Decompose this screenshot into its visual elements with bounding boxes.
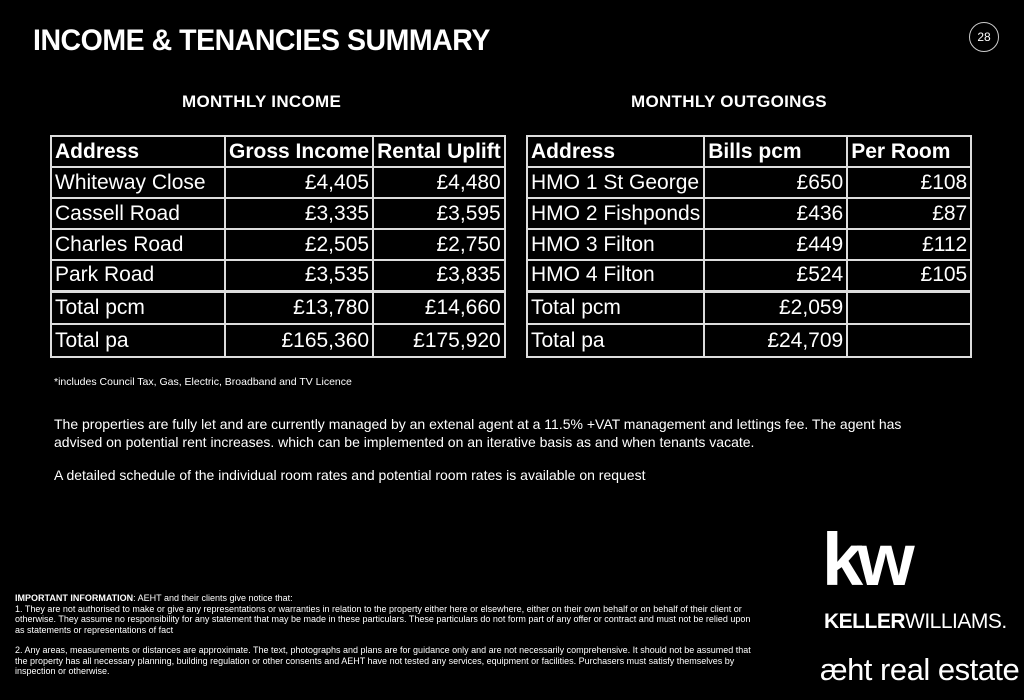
table-cell: £3,335 xyxy=(223,197,375,230)
column-header: Per Room xyxy=(846,135,973,168)
table-cell: £108 xyxy=(846,166,973,199)
table-cell: £3,835 xyxy=(372,259,506,292)
total-cell: Total pcm xyxy=(50,289,226,325)
table-cell: £4,405 xyxy=(223,166,375,199)
total-cell: £14,660 xyxy=(372,289,506,325)
page-title: INCOME & TENANCIES SUMMARY xyxy=(33,24,490,57)
total-cell: £24,709 xyxy=(703,323,849,358)
table-cell: HMO 4 Filton xyxy=(525,259,706,292)
table-header-row: Address Bills pcm Per Room xyxy=(525,135,973,168)
table-cell: HMO 2 Fishponds xyxy=(525,197,706,230)
column-header: Rental Uplift xyxy=(372,135,506,168)
table-row: HMO 2 Fishponds £436 £87 xyxy=(525,197,973,230)
kw-logo: kw xyxy=(822,518,915,601)
monthly-income-heading: MONTHLY INCOME xyxy=(182,92,342,111)
column-header: Address xyxy=(525,135,706,168)
outgoings-table: Address Bills pcm Per Room HMO 1 St George £… xyxy=(525,135,973,358)
column-header: Gross Income xyxy=(223,135,375,168)
table-cell: £2,505 xyxy=(223,228,375,261)
total-row: Total pcm £13,780 £14,660 xyxy=(50,289,506,325)
table-cell: HMO 1 St George xyxy=(525,166,706,199)
logo-williams: WILLIAMS. xyxy=(905,610,1007,633)
legal-point-2: 2. Any areas, measurements or distances … xyxy=(15,645,751,676)
table-header-row: Address Gross Income Rental Uplift xyxy=(50,135,506,168)
total-row: Total pa £24,709 xyxy=(525,323,973,358)
total-cell: £165,360 xyxy=(223,323,375,358)
monthly-outgoings-heading: MONTHLY OUTGOINGS xyxy=(631,92,827,111)
column-header: Address xyxy=(50,135,226,168)
total-cell: £2,059 xyxy=(703,289,849,325)
legal-heading: IMPORTANT INFORMATION xyxy=(15,593,134,603)
table-cell: Charles Road xyxy=(50,228,226,261)
table-cell: £449 xyxy=(703,228,849,261)
table-cell: Cassell Road xyxy=(50,197,226,230)
description-paragraph: The properties are fully let and are cur… xyxy=(54,416,902,450)
column-header: Bills pcm xyxy=(703,135,849,168)
table-cell: £87 xyxy=(846,197,973,230)
total-cell: Total pcm xyxy=(525,289,706,325)
total-cell: £13,780 xyxy=(223,289,375,325)
table-row: HMO 3 Filton £449 £112 xyxy=(525,228,973,261)
legal-intro: : AEHT and their clients give notice tha… xyxy=(133,593,293,603)
total-cell: Total pa xyxy=(525,323,706,358)
table-cell: £524 xyxy=(703,259,849,292)
table-cell: £105 xyxy=(846,259,973,292)
total-cell: £175,920 xyxy=(372,323,506,358)
table-row: HMO 1 St George £650 £108 xyxy=(525,166,973,199)
table-cell: £650 xyxy=(703,166,849,199)
table-cell: £436 xyxy=(703,197,849,230)
table-row: HMO 4 Filton £524 £105 xyxy=(525,259,973,292)
logo-keller: KELLER xyxy=(824,610,906,633)
table-cell: Park Road xyxy=(50,259,226,292)
page-number: 28 xyxy=(969,22,999,52)
table-cell: £3,595 xyxy=(372,197,506,230)
request-paragraph: A detailed schedule of the individual ro… xyxy=(54,467,646,483)
table-cell: £3,535 xyxy=(223,259,375,292)
table-cell: £4,480 xyxy=(372,166,506,199)
table-row: Cassell Road £3,335 £3,595 xyxy=(50,197,506,230)
total-row: Total pa £165,360 £175,920 xyxy=(50,323,506,358)
total-cell: Total pa xyxy=(50,323,226,358)
keller-williams-logo: KELLERWILLIAMS. xyxy=(824,610,1007,634)
income-table: Address Gross Income Rental Uplift Whiteway… xyxy=(50,135,506,358)
table-cell: £2,750 xyxy=(372,228,506,261)
important-information: IMPORTANT INFORMATION: AEHT and their cl… xyxy=(15,593,755,677)
legal-point-1: 1. They are not authorised to make or gi… xyxy=(15,603,751,635)
table-row: Whiteway Close £4,405 £4,480 xyxy=(50,166,506,199)
footnote: *includes Council Tax, Gas, Electric, Br… xyxy=(54,376,352,388)
aeht-logo: æht real estate xyxy=(820,652,1020,687)
table-row: Park Road £3,535 £3,835 xyxy=(50,259,506,292)
table-cell: Whiteway Close xyxy=(50,166,226,199)
total-row: Total pcm £2,059 xyxy=(525,289,973,325)
table-cell: £112 xyxy=(846,228,973,261)
table-cell: HMO 3 Filton xyxy=(525,228,706,261)
total-cell xyxy=(846,323,973,358)
total-cell xyxy=(846,289,973,325)
table-row: Charles Road £2,505 £2,750 xyxy=(50,228,506,261)
